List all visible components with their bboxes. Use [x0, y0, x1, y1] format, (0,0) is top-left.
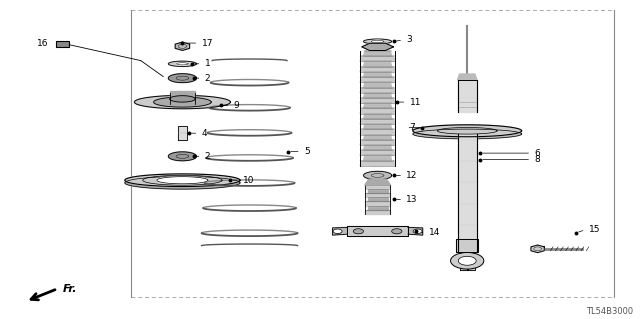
Polygon shape [460, 252, 468, 270]
Text: 9: 9 [234, 101, 239, 110]
Polygon shape [364, 171, 392, 180]
Polygon shape [168, 61, 196, 66]
Polygon shape [125, 174, 240, 187]
Text: 12: 12 [406, 171, 418, 180]
Polygon shape [364, 135, 392, 140]
Polygon shape [134, 95, 230, 109]
Text: 15: 15 [589, 225, 600, 234]
Polygon shape [360, 119, 395, 124]
Polygon shape [413, 129, 522, 139]
Text: 4: 4 [202, 129, 207, 138]
Text: 7: 7 [410, 123, 415, 132]
Polygon shape [364, 124, 392, 129]
Polygon shape [531, 245, 544, 253]
Polygon shape [125, 176, 240, 189]
Polygon shape [360, 88, 395, 93]
Polygon shape [347, 226, 408, 236]
Polygon shape [458, 134, 477, 252]
FancyBboxPatch shape [56, 41, 69, 47]
Polygon shape [175, 42, 189, 50]
Text: 8: 8 [534, 155, 540, 164]
Polygon shape [408, 227, 422, 235]
Polygon shape [413, 125, 522, 137]
Text: 3: 3 [406, 35, 412, 44]
Polygon shape [364, 51, 392, 56]
Circle shape [392, 229, 402, 234]
Polygon shape [364, 114, 392, 119]
Polygon shape [367, 205, 388, 210]
Polygon shape [371, 41, 384, 42]
Text: 16: 16 [36, 39, 48, 48]
Polygon shape [360, 98, 395, 103]
Polygon shape [360, 56, 395, 62]
Polygon shape [364, 62, 392, 67]
Polygon shape [465, 77, 470, 80]
Polygon shape [362, 43, 394, 50]
Text: 13: 13 [406, 195, 418, 204]
Text: 2: 2 [205, 74, 211, 83]
Circle shape [451, 253, 484, 269]
Polygon shape [360, 77, 395, 82]
Polygon shape [467, 252, 474, 270]
Polygon shape [168, 74, 196, 83]
Polygon shape [364, 39, 392, 44]
Polygon shape [177, 63, 188, 65]
Text: 5: 5 [304, 147, 310, 156]
Text: TL54B3000: TL54B3000 [586, 307, 634, 316]
Polygon shape [360, 150, 395, 155]
Polygon shape [154, 97, 211, 107]
Text: 1: 1 [205, 59, 211, 68]
Polygon shape [170, 91, 195, 104]
Polygon shape [371, 51, 384, 166]
Polygon shape [364, 145, 392, 150]
Polygon shape [367, 189, 388, 193]
Polygon shape [170, 96, 195, 102]
Polygon shape [365, 185, 390, 189]
Text: 2: 2 [205, 152, 211, 161]
Polygon shape [168, 152, 196, 161]
Polygon shape [365, 193, 390, 197]
Polygon shape [364, 103, 392, 108]
Polygon shape [333, 227, 347, 235]
Text: 14: 14 [429, 228, 440, 237]
Polygon shape [458, 80, 477, 112]
Text: 17: 17 [202, 39, 213, 48]
Circle shape [333, 229, 342, 234]
Polygon shape [364, 72, 392, 77]
Polygon shape [360, 129, 395, 135]
Polygon shape [458, 74, 477, 80]
Text: 6: 6 [534, 149, 540, 158]
Circle shape [458, 256, 476, 265]
Polygon shape [367, 197, 388, 201]
Polygon shape [365, 201, 390, 205]
Circle shape [413, 229, 422, 234]
Polygon shape [177, 126, 187, 140]
Polygon shape [364, 93, 392, 98]
Polygon shape [360, 108, 395, 114]
Polygon shape [360, 161, 395, 166]
Polygon shape [360, 67, 395, 72]
Polygon shape [365, 179, 390, 185]
Text: 11: 11 [410, 98, 421, 107]
Polygon shape [360, 140, 395, 145]
Text: 10: 10 [243, 176, 255, 185]
Polygon shape [364, 82, 392, 88]
Polygon shape [456, 239, 479, 252]
Polygon shape [365, 210, 390, 214]
Circle shape [353, 229, 364, 234]
Text: Fr.: Fr. [63, 284, 77, 294]
Polygon shape [364, 155, 392, 161]
Polygon shape [157, 177, 208, 184]
